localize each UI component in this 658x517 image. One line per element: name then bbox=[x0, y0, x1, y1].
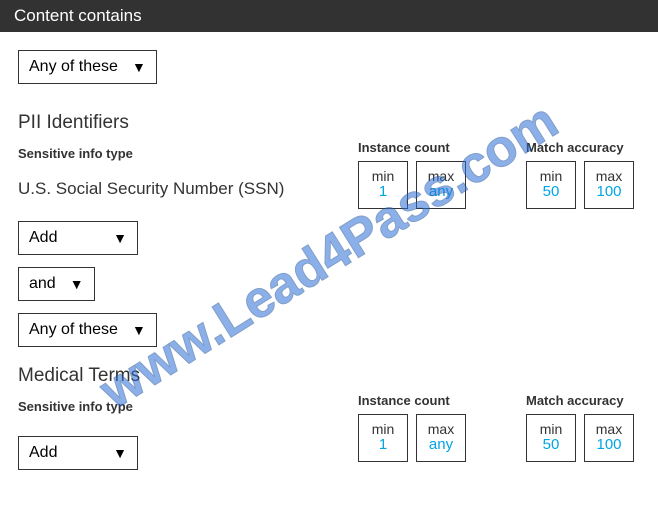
max-label: max bbox=[596, 169, 622, 183]
accuracy-max-box[interactable]: max 100 bbox=[584, 414, 634, 462]
min-value: 1 bbox=[379, 183, 387, 201]
max-label: max bbox=[428, 169, 454, 183]
top-condition-value: Any of these bbox=[29, 58, 118, 76]
match-accuracy-label: Match accuracy bbox=[526, 393, 634, 408]
match-accuracy-label: Match accuracy bbox=[526, 140, 634, 155]
group2-header-row: Sensitive info type Add ▼ Instance count… bbox=[18, 393, 640, 470]
accuracy-max-box[interactable]: max 100 bbox=[584, 161, 634, 209]
group1-instance-col: Instance count min 1 max any bbox=[358, 140, 466, 209]
top-condition-dropdown[interactable]: Any of these ▼ bbox=[18, 50, 157, 84]
max-value: any bbox=[429, 183, 453, 201]
chevron-down-icon: ▼ bbox=[132, 322, 146, 338]
instance-min-box[interactable]: min 1 bbox=[358, 161, 408, 209]
max-value: 100 bbox=[596, 183, 621, 201]
max-value: any bbox=[429, 436, 453, 454]
add-label: Add bbox=[29, 229, 57, 247]
group1-add-dropdown[interactable]: Add ▼ bbox=[18, 221, 138, 255]
min-value: 1 bbox=[379, 436, 387, 454]
group2-instance-col: Instance count min 1 max any bbox=[358, 393, 466, 462]
content-area: Any of these ▼ PII Identifiers Sensitive… bbox=[0, 32, 658, 470]
instance-max-box[interactable]: max any bbox=[416, 414, 466, 462]
group1-type-name: U.S. Social Security Number (SSN) bbox=[18, 179, 358, 199]
accuracy-min-box[interactable]: min 50 bbox=[526, 414, 576, 462]
group1-accuracy-col: Match accuracy min 50 max 100 bbox=[526, 140, 634, 209]
group2-add-dropdown[interactable]: Add ▼ bbox=[18, 436, 138, 470]
chevron-down-icon: ▼ bbox=[70, 276, 84, 292]
min-value: 50 bbox=[543, 183, 560, 201]
min-label: min bbox=[372, 422, 395, 436]
min-label: min bbox=[372, 169, 395, 183]
max-label: max bbox=[596, 422, 622, 436]
group1-header-row: Sensitive info type U.S. Social Security… bbox=[18, 140, 640, 209]
max-value: 100 bbox=[596, 436, 621, 454]
instance-count-label: Instance count bbox=[358, 140, 466, 155]
group1-title: PII Identifiers bbox=[18, 112, 640, 134]
group1-subtitle: Sensitive info type bbox=[18, 146, 358, 161]
min-label: min bbox=[540, 169, 563, 183]
group2-accuracy-col: Match accuracy min 50 max 100 bbox=[526, 393, 634, 462]
group2-title: Medical Terms bbox=[18, 365, 640, 387]
operator-dropdown[interactable]: and ▼ bbox=[18, 267, 95, 301]
group2-subtitle: Sensitive info type bbox=[18, 399, 358, 414]
chevron-down-icon: ▼ bbox=[113, 445, 127, 461]
max-label: max bbox=[428, 422, 454, 436]
header-bar: Content contains bbox=[0, 0, 658, 32]
min-value: 50 bbox=[543, 436, 560, 454]
instance-count-label: Instance count bbox=[358, 393, 466, 408]
chevron-down-icon: ▼ bbox=[132, 59, 146, 75]
instance-min-box[interactable]: min 1 bbox=[358, 414, 408, 462]
min-label: min bbox=[540, 422, 563, 436]
header-title: Content contains bbox=[14, 6, 142, 25]
accuracy-min-box[interactable]: min 50 bbox=[526, 161, 576, 209]
instance-max-box[interactable]: max any bbox=[416, 161, 466, 209]
operator-value: and bbox=[29, 275, 56, 293]
chevron-down-icon: ▼ bbox=[113, 230, 127, 246]
mid-condition-dropdown[interactable]: Any of these ▼ bbox=[18, 313, 157, 347]
mid-condition-value: Any of these bbox=[29, 321, 118, 339]
add-label: Add bbox=[29, 444, 57, 462]
